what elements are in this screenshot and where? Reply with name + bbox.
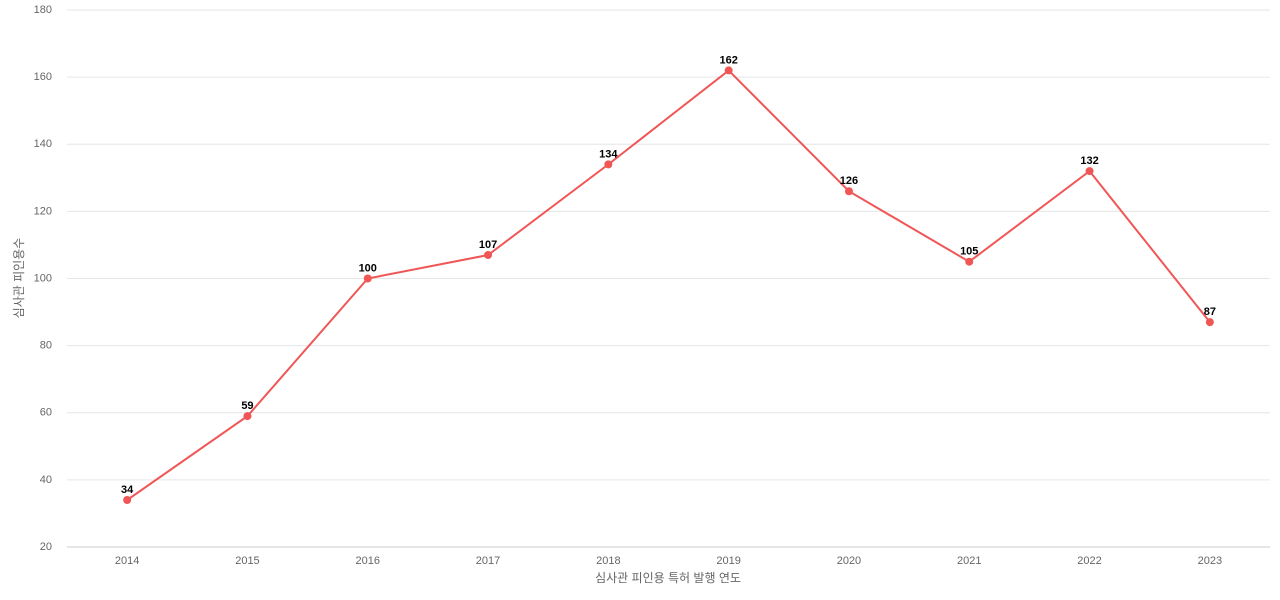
data-point: [1205, 318, 1214, 327]
data-point: [484, 251, 493, 260]
x-tick-label: 2021: [957, 555, 981, 567]
data-line: [126, 69, 1211, 501]
data-label: 87: [1204, 306, 1216, 318]
y-tick-label: 100: [34, 272, 52, 284]
y-tick-label: 140: [34, 138, 52, 150]
data-label: 134: [599, 148, 618, 160]
data-label: 34: [121, 484, 134, 496]
data-point: [1085, 167, 1094, 176]
data-point: [363, 274, 372, 283]
data-point: [724, 66, 733, 75]
y-tick-label: 40: [40, 474, 52, 486]
data-label: 126: [840, 175, 858, 187]
x-tick-label: 2022: [1077, 555, 1101, 567]
data-label: 162: [719, 54, 737, 66]
x-tick-label: 2018: [596, 555, 620, 567]
data-point: [604, 160, 613, 169]
x-tick-label: 2015: [235, 555, 259, 567]
data-point: [123, 496, 132, 505]
y-axis-title: 심사관 피인용수: [12, 238, 26, 319]
data-point: [243, 412, 252, 421]
data-label: 105: [960, 246, 978, 258]
x-tick-label: 2023: [1198, 555, 1222, 567]
y-tick-label: 80: [40, 340, 52, 352]
x-axis-title: 심사관 피인용 특허 발행 연도: [595, 570, 741, 585]
y-tick-label: 20: [40, 541, 52, 553]
x-tick-label: 2019: [716, 555, 740, 567]
data-point: [844, 187, 853, 196]
x-tick-label: 2020: [837, 555, 861, 567]
y-tick-label: 160: [34, 71, 52, 83]
data-label: 59: [241, 400, 253, 412]
data-label: 132: [1080, 155, 1098, 167]
data-label: 100: [359, 262, 377, 274]
y-tick-label: 120: [34, 205, 52, 217]
x-tick-label: 2014: [115, 555, 139, 567]
data-label: 107: [479, 239, 497, 251]
x-tick-label: 2017: [476, 555, 500, 567]
y-tick-label: 180: [34, 4, 52, 16]
y-tick-label: 60: [40, 407, 52, 419]
x-tick-label: 2016: [356, 555, 380, 567]
data-point: [965, 257, 974, 266]
